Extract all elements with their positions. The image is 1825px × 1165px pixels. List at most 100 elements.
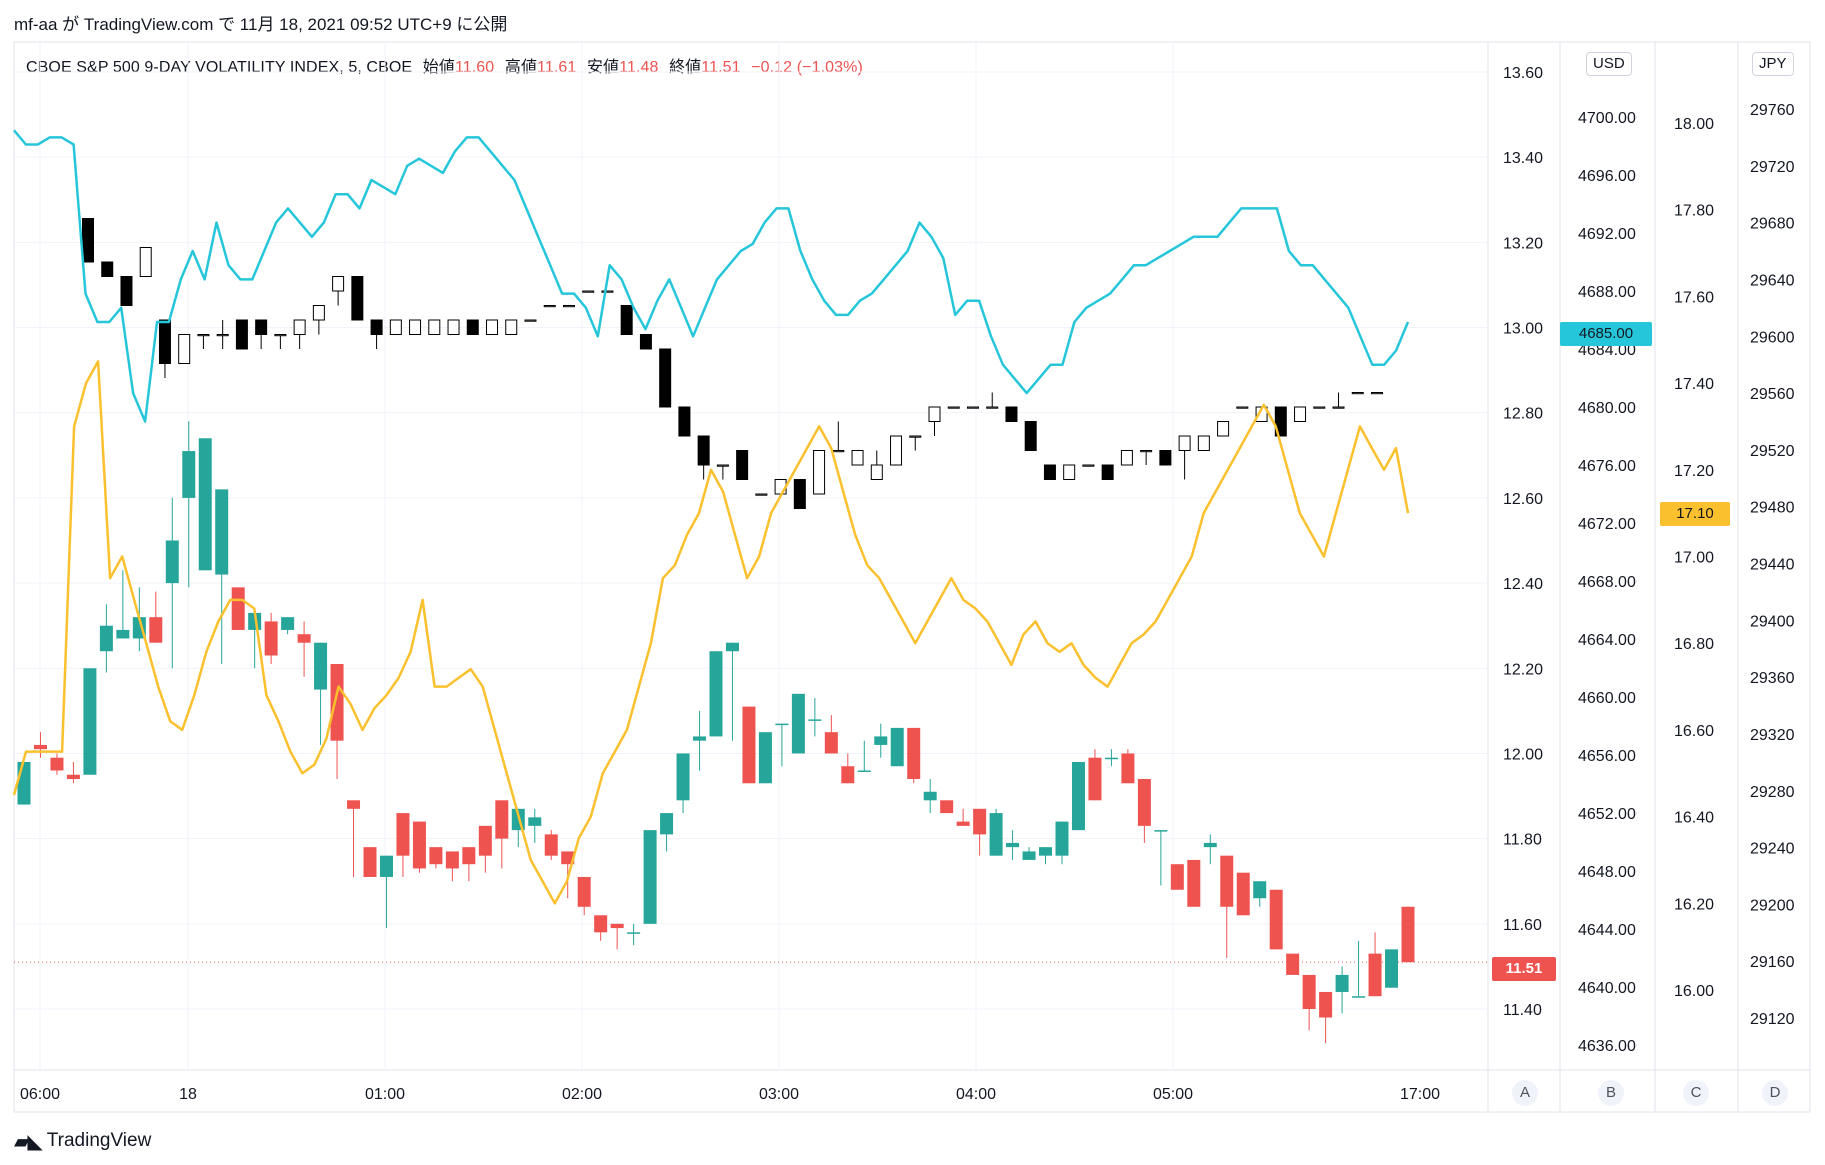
candle-body xyxy=(775,723,789,726)
spx-candle-body xyxy=(197,334,210,337)
spx-candle-body xyxy=(620,305,633,335)
spx-candle-body xyxy=(1371,392,1383,395)
x-tick-label: 06:00 xyxy=(20,1086,60,1103)
spx-candle-body xyxy=(928,406,941,422)
y-tick-a: 13.60 xyxy=(1503,65,1543,82)
x-tick-label: 17:00 xyxy=(1400,1086,1440,1103)
candle-body xyxy=(264,621,278,656)
y-tick-d: 29200 xyxy=(1750,897,1795,914)
y-tick-b: 4672.00 xyxy=(1578,516,1636,533)
axis-a-button[interactable]: A xyxy=(1512,1080,1538,1106)
candle-body xyxy=(841,766,855,784)
spx-candle-body xyxy=(389,319,402,335)
y-tick-d: 29600 xyxy=(1750,329,1795,346)
spx-candle-body xyxy=(120,276,133,306)
spx-candle-body xyxy=(255,319,268,335)
y-tick-c: 16.40 xyxy=(1674,810,1714,827)
cyan-series-line xyxy=(13,129,1410,423)
candle-body xyxy=(1253,881,1267,899)
spx-candle-body xyxy=(1101,464,1114,480)
spx-candle-body xyxy=(1236,406,1249,409)
candle-body xyxy=(709,651,723,737)
y-tick-d: 29320 xyxy=(1750,727,1795,744)
candle-body xyxy=(923,791,937,801)
spx-candle-body xyxy=(716,464,729,467)
y-tick-d: 29560 xyxy=(1750,386,1795,403)
axis-b-button[interactable]: B xyxy=(1598,1080,1624,1106)
candle-body xyxy=(660,813,674,835)
spx-candle-body xyxy=(351,276,364,321)
spx-candle-body xyxy=(466,319,479,335)
spx-candle-body xyxy=(678,406,691,437)
y-tick-d: 29160 xyxy=(1750,954,1795,971)
spx-candle-body xyxy=(1274,406,1287,437)
axis-d-button[interactable]: D xyxy=(1762,1080,1788,1106)
spx-candle-body xyxy=(293,319,306,335)
spx-candle-body xyxy=(216,334,229,337)
tradingview-logo-text: TradingView xyxy=(46,1130,152,1151)
y-tick-b: 4680.00 xyxy=(1578,400,1636,417)
spx-candle-body xyxy=(793,479,806,509)
chart-frame xyxy=(13,41,1811,1113)
y-tick-a: 13.00 xyxy=(1503,321,1543,338)
y-tick-d: 29520 xyxy=(1750,443,1795,460)
candle-body xyxy=(973,808,987,835)
candle-body xyxy=(182,451,196,498)
candle-body xyxy=(907,727,921,780)
axis-c-button[interactable]: C xyxy=(1683,1080,1709,1106)
candle-body xyxy=(725,642,739,652)
candle-body xyxy=(808,719,822,721)
candle-body xyxy=(314,642,328,690)
y-tick-b: 4652.00 xyxy=(1578,806,1636,823)
spx-candle-body xyxy=(562,305,575,308)
spx-candle-body xyxy=(1217,421,1230,437)
candle-body xyxy=(1302,974,1316,1009)
last-price-badge-a: 11.51 xyxy=(1492,957,1556,981)
spx-candle-body xyxy=(274,334,287,337)
spx-candle-body xyxy=(1024,421,1037,451)
candle-body xyxy=(1220,855,1234,907)
y-tick-c: 18.00 xyxy=(1674,116,1714,133)
y-tick-d: 29720 xyxy=(1750,159,1795,176)
y-tick-c: 16.00 xyxy=(1674,983,1714,1000)
y-tick-a: 12.20 xyxy=(1503,661,1543,678)
candle-body xyxy=(412,821,426,869)
spx-candle-body xyxy=(890,435,903,466)
spx-candle-body xyxy=(428,319,441,335)
candle-body xyxy=(1088,757,1102,801)
candle-body xyxy=(758,732,772,784)
candle-body xyxy=(215,489,229,575)
spx-candle-body xyxy=(178,334,191,364)
tradingview-logo[interactable]: ▰◣ TradingView xyxy=(14,1128,151,1154)
candle-body xyxy=(693,736,707,741)
spx-candle-body xyxy=(505,319,518,335)
unit-usd-badge[interactable]: USD xyxy=(1586,52,1632,76)
candle-body xyxy=(33,744,47,750)
y-tick-d: 29120 xyxy=(1750,1011,1795,1028)
spx-candle-body xyxy=(1313,406,1326,409)
spx-candle-body xyxy=(1351,392,1364,395)
spx-candle-body xyxy=(332,276,345,292)
y-tick-a: 13.20 xyxy=(1503,235,1543,252)
y-tick-d: 29680 xyxy=(1750,216,1795,233)
candle-body xyxy=(1187,859,1201,907)
spx-candle-body xyxy=(659,348,672,408)
spx-candle-body xyxy=(947,406,960,409)
candle-body xyxy=(824,732,838,754)
candle-body xyxy=(1039,847,1053,856)
spx-candle-body xyxy=(736,450,749,480)
candle-body xyxy=(231,587,245,630)
spx-candle-body xyxy=(158,319,171,364)
y-tick-a: 11.80 xyxy=(1503,832,1542,849)
spx-candle-body xyxy=(832,450,845,453)
spx-candle-body xyxy=(582,290,595,293)
candle-body xyxy=(1055,821,1069,856)
unit-jpy-badge[interactable]: JPY xyxy=(1752,52,1794,76)
candle-body xyxy=(478,825,492,856)
candle-body xyxy=(17,761,31,805)
y-tick-d: 29640 xyxy=(1750,272,1795,289)
candle-body xyxy=(791,693,805,754)
spx-candle-body xyxy=(986,406,999,409)
y-tick-d: 29240 xyxy=(1750,841,1795,858)
